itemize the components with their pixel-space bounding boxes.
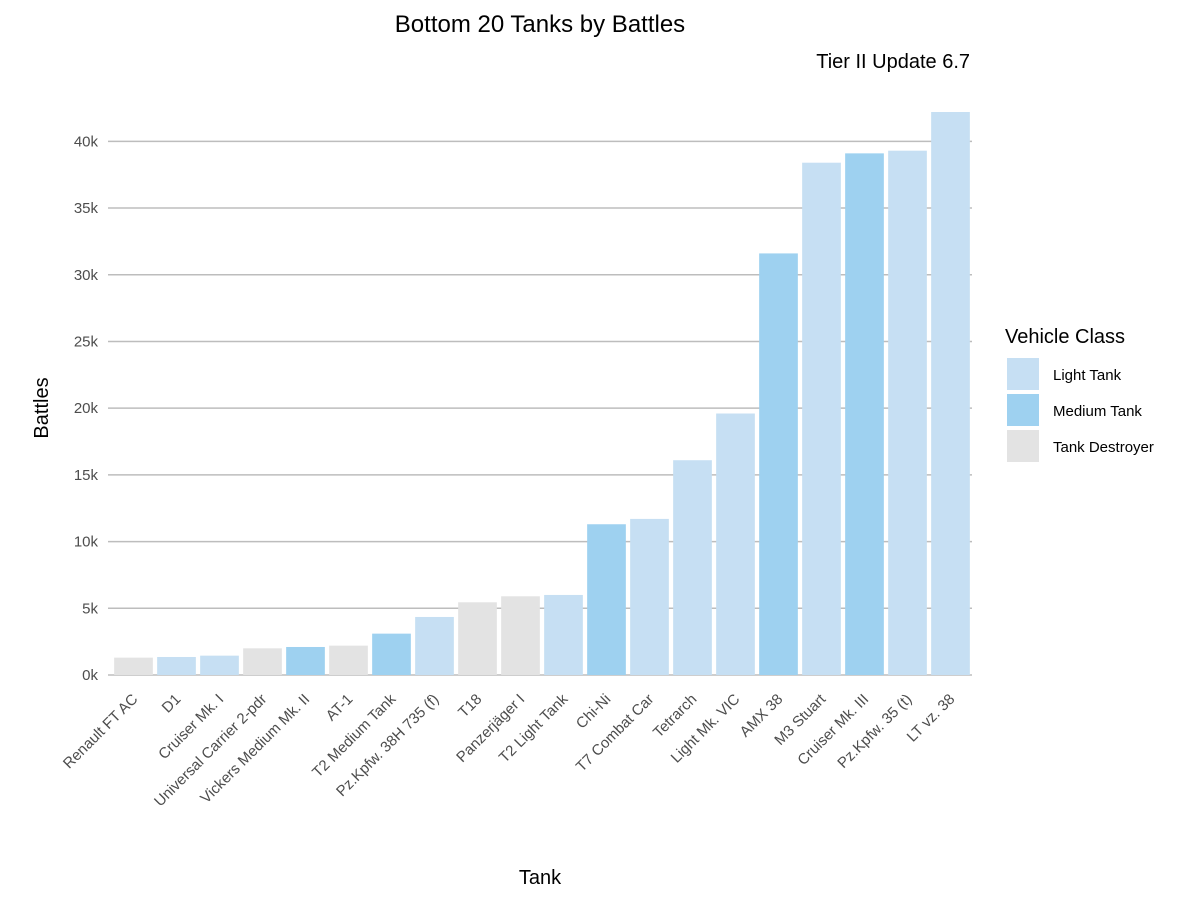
y-tick-label: 30k	[74, 267, 99, 284]
bar	[501, 596, 540, 675]
y-tick-label: 35k	[74, 200, 99, 217]
bar	[329, 645, 368, 675]
bar	[630, 518, 669, 675]
bar	[888, 150, 927, 675]
bar	[243, 648, 282, 675]
legend-label: Tank Destroyer	[1053, 439, 1154, 456]
x-tick-label: T18	[455, 691, 485, 721]
y-tick-label: 15k	[74, 467, 99, 484]
bar	[802, 162, 841, 676]
y-tick-label: 25k	[74, 333, 99, 350]
bars	[114, 112, 970, 676]
chart-subtitle: Tier II Update 6.7	[816, 51, 970, 73]
x-tick-label: AT-1	[323, 691, 357, 725]
bar	[286, 646, 325, 675]
y-tick-label: 5k	[82, 600, 98, 617]
legend-title: Vehicle Class	[1005, 326, 1125, 348]
bar	[415, 616, 454, 675]
legend-label: Light Tank	[1053, 367, 1122, 384]
bar	[544, 594, 583, 675]
bar	[759, 253, 798, 676]
legend-swatch	[1007, 358, 1039, 390]
y-axis-label: Battles	[31, 377, 53, 438]
legend: Vehicle Class Light Tank Medium Tank Tank …	[1005, 326, 1154, 462]
x-tick-label: D1	[159, 691, 185, 717]
y-tick-label: 10k	[74, 534, 99, 551]
y-axis-ticks: 0k 5k 10k 15k 20k 25k 30k 35k 40k	[74, 133, 99, 684]
bar	[114, 657, 153, 675]
bar	[458, 602, 497, 675]
x-tick-label: Pz.Kpfw. 35 (t)	[834, 691, 915, 772]
gridlines	[108, 140, 972, 676]
y-tick-label: 40k	[74, 133, 99, 150]
bar	[845, 153, 884, 676]
bar	[673, 460, 712, 675]
x-tick-label: Renault FT AC	[60, 691, 142, 773]
legend-swatch	[1007, 394, 1039, 426]
x-axis-label: Tank	[519, 867, 562, 889]
x-tick-label: Chi-Ni	[573, 691, 614, 732]
bar	[372, 633, 411, 675]
y-tick-label: 20k	[74, 400, 99, 417]
legend-swatch	[1007, 430, 1039, 462]
y-tick-label: 0k	[82, 667, 98, 684]
x-tick-label: LT vz. 38	[904, 691, 959, 746]
bar	[716, 413, 755, 675]
bar	[587, 524, 626, 675]
x-tick-label: T7 Combat Car	[573, 691, 658, 776]
legend-label: Medium Tank	[1053, 403, 1142, 420]
bar	[157, 656, 196, 675]
chart-title: Bottom 20 Tanks by Battles	[395, 11, 685, 38]
bar	[200, 655, 239, 675]
bar	[931, 112, 970, 675]
